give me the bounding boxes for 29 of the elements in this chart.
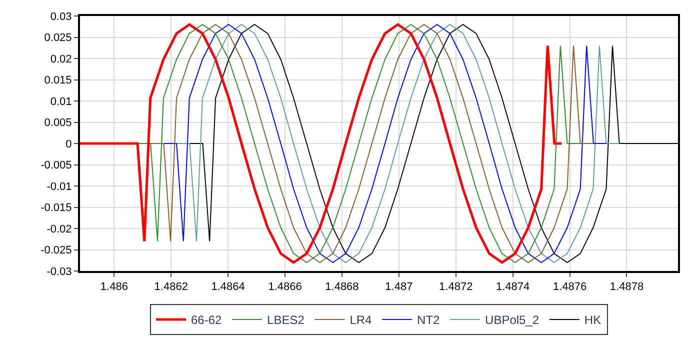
y-tick-label: 0.03 — [50, 10, 72, 23]
y-tick-label: 0.025 — [44, 32, 72, 44]
y-tick-label: -0.015 — [40, 202, 72, 214]
x-tick-label: 1.4868 — [325, 281, 359, 294]
legend-label: LR4 — [350, 313, 372, 328]
y-tick-label: -0.02 — [46, 223, 72, 236]
y-tick-label: 0.01 — [50, 96, 72, 108]
y-tick-label: -0.03 — [46, 266, 72, 278]
y-tick-label: 0 — [66, 138, 72, 150]
x-tick-label: 1.4874 — [496, 281, 530, 294]
x-tick-label: 1.4876 — [552, 281, 587, 294]
x-tick-label: 1.4878 — [610, 281, 644, 294]
legend-label: NT2 — [417, 313, 440, 328]
legend-label: LBES2 — [267, 313, 305, 328]
y-tick-label: 0.02 — [50, 53, 72, 66]
y-tick-label: -0.01 — [46, 180, 72, 193]
legend-label: 66-62 — [191, 313, 222, 328]
legend-label: HK — [584, 313, 602, 328]
legend-label: UBPol5_2 — [485, 313, 540, 328]
x-tick-label: 1.4866 — [268, 281, 302, 294]
x-tick-label: 1.487 — [385, 281, 413, 294]
x-tick-label: 1.486 — [100, 281, 128, 294]
x-tick-label: 1.4864 — [211, 281, 245, 294]
y-tick-label: 0.015 — [44, 74, 72, 87]
y-tick-label: -0.025 — [40, 244, 72, 257]
x-tick-label: 1.4862 — [154, 281, 188, 294]
y-tick-label: -0.005 — [40, 160, 72, 172]
x-tick-label: 1.4872 — [439, 281, 473, 294]
y-tick-label: 0.005 — [44, 117, 72, 130]
